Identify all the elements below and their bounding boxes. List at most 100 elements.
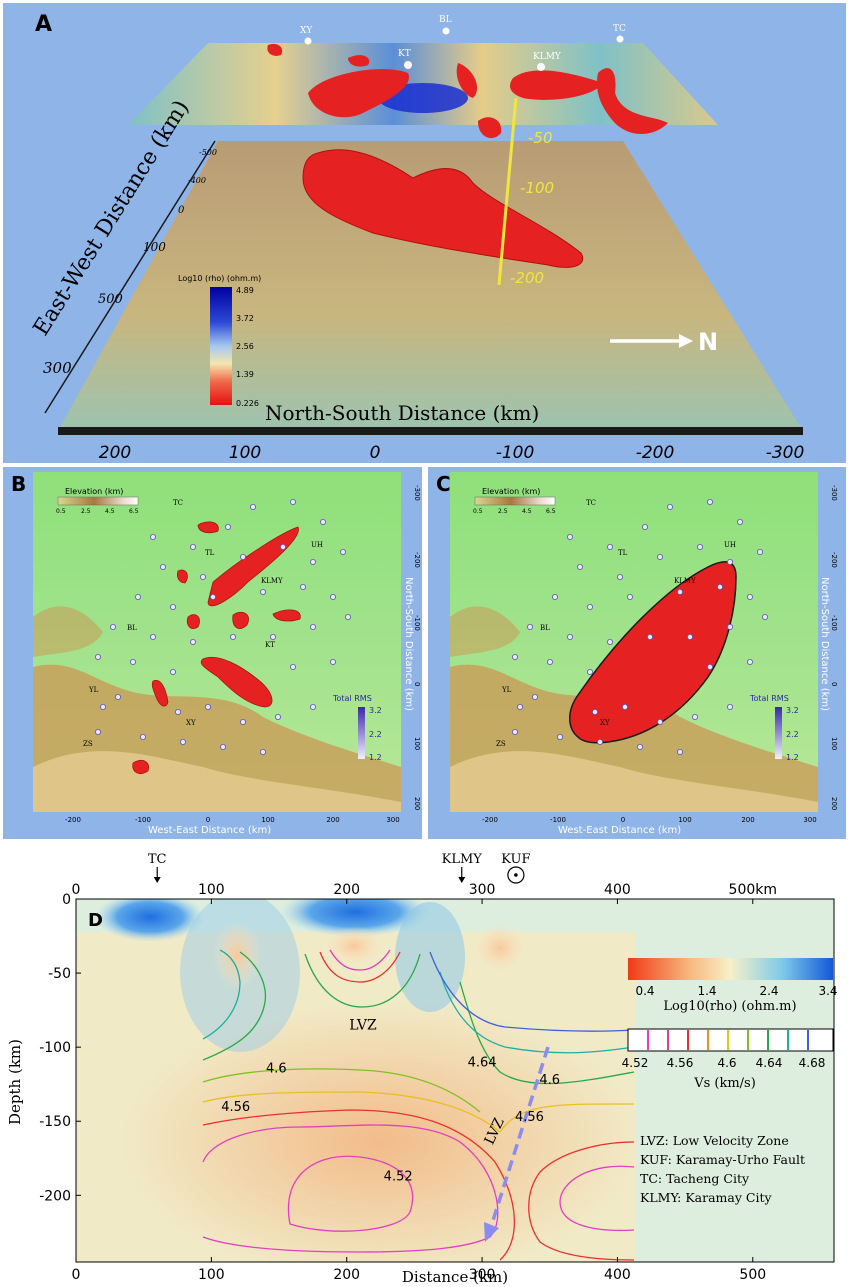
contour-4.68 bbox=[202, 949, 241, 1040]
vs-colorbar-label: Vs (km/s) bbox=[693, 1076, 756, 1091]
ew-tick: 500 bbox=[98, 292, 123, 307]
ew-tick: -400 bbox=[188, 176, 206, 185]
contour-label: 4.56 bbox=[515, 1110, 544, 1125]
city-kt-b: KT bbox=[265, 641, 275, 649]
x-tick-label: 500 bbox=[739, 1267, 766, 1283]
rms-tick-b: 3.2 bbox=[369, 706, 382, 715]
ns-tick: -300 bbox=[766, 443, 805, 463]
x-tick-c: -200 bbox=[482, 816, 498, 824]
rho-colorbar-label: Log10(rho) (ohm.m) bbox=[663, 999, 796, 1014]
rms-bar-b bbox=[358, 707, 365, 759]
rms-tick-b: 2.2 bbox=[369, 730, 382, 739]
deep-warm-body bbox=[120, 1002, 640, 1262]
rho-colorbar bbox=[628, 958, 833, 980]
x-tick-b: -200 bbox=[65, 816, 81, 824]
legend-item: LVZ: Low Velocity Zone bbox=[640, 1133, 789, 1148]
contour-4.64b bbox=[459, 981, 635, 1085]
panel-a: -50 -100 -200 XY BL TC KT KLMY A N East-… bbox=[3, 3, 846, 463]
y-tick-b: -300 bbox=[413, 485, 421, 501]
y-tick-b: 100 bbox=[413, 737, 421, 750]
legend-item: KUF: Karamay-Urho Fault bbox=[640, 1152, 805, 1167]
elevation-tick-b: 0.5 bbox=[56, 508, 66, 515]
terrain-b-upper bbox=[33, 606, 103, 657]
panel-b-letter: B bbox=[11, 472, 26, 496]
x-tick-label: 200 bbox=[333, 1267, 360, 1283]
city-xy-c: XY bbox=[600, 719, 610, 727]
y-tick-label: -150 bbox=[39, 1114, 71, 1130]
legend-d: LVZ: Low Velocity Zone KUF: Karamay-Urho… bbox=[640, 1133, 805, 1205]
city-yl-c: YL bbox=[501, 686, 512, 694]
rms-title-c: Total RMS bbox=[749, 694, 789, 703]
contour-labels: 4.6 4.56 4.52 4.64 4.6 4.56 bbox=[221, 1055, 560, 1184]
contour-inner bbox=[429, 951, 635, 1032]
y-axis-label-b: North-South Distance (km) bbox=[403, 577, 414, 711]
x-tick-c: 100 bbox=[678, 816, 691, 824]
warm-body bbox=[324, 926, 384, 966]
y-tick-label: -200 bbox=[39, 1188, 71, 1204]
x-tick-c: 200 bbox=[741, 816, 754, 824]
resistivity-field bbox=[76, 899, 640, 1262]
ew-tick: 100 bbox=[143, 240, 166, 254]
marker-label: KLMY bbox=[442, 852, 483, 867]
city-dot-tc bbox=[616, 35, 624, 43]
rho-colorbar-ticks: 0.4 1.4 2.4 3.4 bbox=[635, 984, 837, 998]
panel-d-figure: 0 100 200 300 400 500km TC KLMY KUF 0 100 200 300 4… bbox=[6, 852, 838, 1286]
city-yl-b: YL bbox=[88, 686, 99, 694]
colorbar-a-ticks: 4.89 3.72 2.56 1.39 0.226 bbox=[236, 286, 259, 408]
ns-tick: -200 bbox=[636, 443, 675, 463]
contour-4.52-right bbox=[559, 1165, 635, 1232]
rms-tick-c: 1.2 bbox=[786, 753, 799, 762]
city-tl-b: TL bbox=[205, 549, 215, 557]
elevation-tick-b: 2.5 bbox=[81, 508, 91, 515]
x-tick-label: 300 bbox=[469, 1267, 496, 1283]
contour-label: 4.52 bbox=[384, 1170, 413, 1185]
y-ticks-c: -300 -200 -100 0 100 200 bbox=[830, 485, 838, 810]
marker-arrow-head bbox=[458, 877, 466, 883]
y-axis-label-c: North-South Distance (km) bbox=[819, 577, 830, 711]
contour-4.56 bbox=[202, 1109, 516, 1261]
rho-tick: 3.4 bbox=[818, 984, 837, 998]
top-anomalies bbox=[267, 43, 668, 139]
x-tick-label: 100 bbox=[198, 1267, 225, 1283]
x-tick-b: -100 bbox=[135, 816, 151, 824]
marker-dot bbox=[514, 873, 518, 877]
colorbar-a-title: Log10 (rho) (ohm.m) bbox=[178, 274, 261, 283]
contour-top-3 bbox=[304, 953, 421, 1008]
city-dot-bl bbox=[442, 27, 450, 35]
city-bl-b: BL bbox=[127, 624, 137, 632]
contour-4.52-left bbox=[202, 1124, 499, 1253]
city-label-xy: XY bbox=[300, 26, 313, 36]
x-tick-label: 0 bbox=[72, 1267, 81, 1283]
contour-4.64 bbox=[202, 951, 267, 1061]
warm-body bbox=[213, 920, 261, 990]
x-tick-b: 200 bbox=[326, 816, 339, 824]
vs-colorbar bbox=[627, 1028, 834, 1052]
cold-body bbox=[280, 899, 430, 937]
x-tick-c: 300 bbox=[803, 816, 816, 824]
ew-axis-line bbox=[44, 140, 216, 414]
ns-ticks: 200 100 0 -100 -200 -300 bbox=[99, 443, 805, 463]
panel-c-figure: TC TL UH KLMY BL YL XY ZS C Elevation (k… bbox=[436, 472, 838, 836]
anomaly-c bbox=[569, 561, 737, 744]
y-tick-b: -200 bbox=[413, 552, 421, 568]
marker-label: KUF bbox=[501, 852, 530, 867]
city-label-klmy: KLMY bbox=[533, 52, 562, 62]
y-tick-label: -100 bbox=[39, 1040, 71, 1056]
lvz-arrow-head bbox=[484, 1222, 499, 1242]
city-markers: XY BL TC KT KLMY bbox=[300, 15, 626, 71]
top-tick-label: 400 bbox=[604, 882, 631, 898]
top-tick-label: 200 bbox=[333, 882, 360, 898]
x-tick-b: 300 bbox=[386, 816, 399, 824]
city-label-tc: TC bbox=[613, 24, 626, 34]
ns-tick: 200 bbox=[99, 443, 131, 463]
y-tick-c: 100 bbox=[830, 737, 838, 750]
elevation-bar-c bbox=[474, 496, 556, 506]
elevation-ticks-b: 0.5 2.5 4.5 6.5 bbox=[56, 508, 139, 515]
top-markers: TC KLMY KUF bbox=[148, 852, 531, 884]
city-zs-b: ZS bbox=[83, 740, 93, 748]
elevation-tick-c: 4.5 bbox=[522, 508, 532, 515]
city-dot-klmy bbox=[537, 63, 545, 71]
vs-tick: 4.52 bbox=[622, 1056, 649, 1070]
elevation-tick-c: 2.5 bbox=[498, 508, 508, 515]
rho-tick: 2.4 bbox=[759, 984, 778, 998]
